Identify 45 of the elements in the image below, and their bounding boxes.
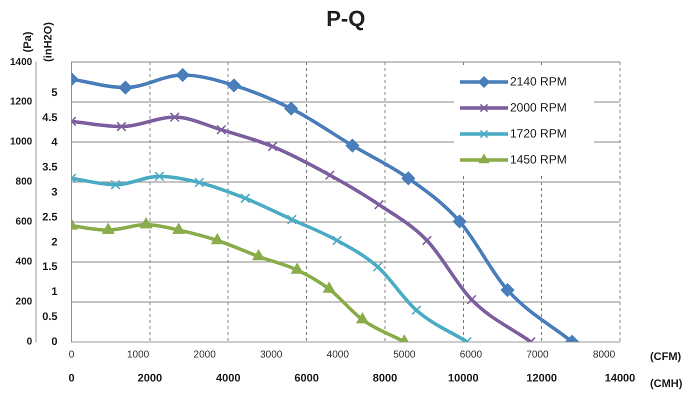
x2-tick-label: 2000: [138, 372, 162, 384]
y2-tick-label: 5: [51, 86, 58, 99]
x-axis-title: (CFM): [650, 350, 682, 363]
x2-tick-label: 8000: [372, 372, 398, 384]
y2-tick-label: 3.5: [42, 162, 58, 174]
legend-label: 2000 RPM: [510, 100, 567, 114]
x-tick-label: 4000: [326, 350, 350, 361]
x-tick-label: 3000: [260, 350, 283, 361]
x-tick-label: 8000: [592, 350, 616, 361]
x2-tick-label: 6000: [294, 372, 319, 384]
y2-tick-label: 3: [51, 186, 58, 198]
y-tick-label: 0: [26, 336, 33, 348]
legend-label: 1450 RPM: [510, 152, 567, 166]
y2-tick-label: 1.5: [42, 261, 58, 274]
y-tick-label: 1400: [10, 56, 33, 68]
y-tick-label: 400: [16, 256, 33, 268]
legend-label: 1720 RPM: [510, 126, 567, 140]
x2-tick-label: 14000: [604, 372, 636, 384]
x2-tick-label: 0: [68, 372, 75, 384]
x-tick-label: 2000: [194, 350, 216, 361]
x-tick-label: 6000: [460, 350, 482, 361]
y-axis-title: (Pa): [22, 31, 34, 52]
chart-title: P-Q: [326, 6, 366, 32]
x-tick-label: 5000: [393, 350, 416, 361]
y-tick-label: 1000: [10, 136, 33, 148]
x2-axis-title: (CMH): [650, 378, 683, 390]
y-tick-label: 1200: [10, 96, 33, 108]
legend-label: 2140 RPM: [510, 74, 567, 88]
y2-axis-title: (inH2O): [42, 22, 54, 62]
x2-tick-label: 12000: [526, 372, 557, 384]
y2-tick-label: 1: [51, 286, 58, 298]
x2-tick-label: 10000: [448, 372, 479, 384]
y2-tick-label: 4.5: [42, 112, 58, 124]
y-tick-label: 800: [16, 176, 33, 188]
y2-tick-label: 4: [51, 136, 58, 149]
x-tick-label: 7000: [526, 350, 550, 361]
y2-tick-label: 2: [51, 236, 58, 248]
x-tick-label: 1000: [126, 350, 150, 361]
y-tick-label: 600: [16, 216, 33, 228]
x-tick-label: 0: [68, 350, 75, 361]
y2-tick-label: 2.5: [42, 211, 58, 224]
y-tick-label: 200: [16, 296, 33, 308]
x2-tick-label: 4000: [216, 372, 240, 384]
y2-tick-label: 0.5: [42, 310, 58, 323]
y2-tick-label: 0: [51, 336, 58, 348]
